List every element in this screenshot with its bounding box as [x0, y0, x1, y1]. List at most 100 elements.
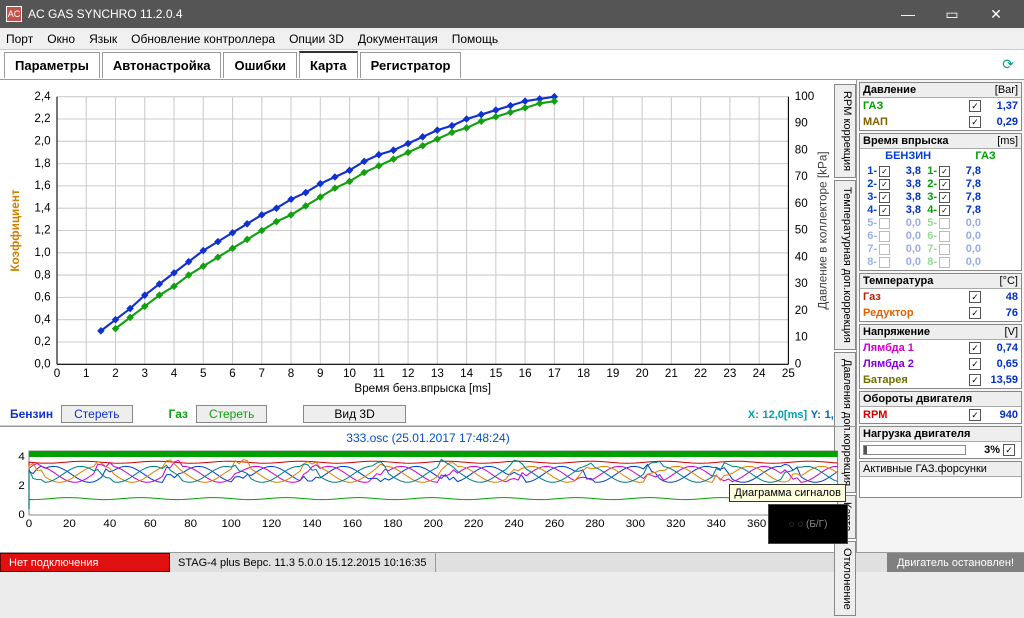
svg-text:2,0: 2,0: [34, 134, 51, 147]
svg-text:23: 23: [723, 367, 736, 380]
checkbox-Редуктор[interactable]: [969, 307, 981, 319]
tab-Ошибки[interactable]: Ошибки: [223, 52, 296, 78]
svg-text:24: 24: [753, 367, 766, 380]
svg-text:14: 14: [460, 367, 473, 380]
svg-text:2,2: 2,2: [34, 112, 50, 125]
svg-text:320: 320: [666, 518, 685, 530]
svg-text:20: 20: [795, 304, 808, 317]
svg-text:260: 260: [545, 518, 564, 530]
svg-text:1,0: 1,0: [34, 246, 51, 259]
svg-text:20: 20: [63, 518, 76, 530]
fuel-switch-button[interactable]: ◌ ◌ (Б/Г): [768, 504, 848, 544]
svg-text:340: 340: [707, 518, 726, 530]
svg-text:13: 13: [431, 367, 444, 380]
svg-text:50: 50: [795, 224, 808, 237]
checkbox-ГАЗ[interactable]: [969, 100, 981, 112]
tabbar: ПараметрыАвтонастройкаОшибкиКартаРегистр…: [0, 50, 1024, 80]
svg-text:360: 360: [747, 518, 766, 530]
svg-text:160: 160: [343, 518, 362, 530]
svg-text:20: 20: [636, 367, 649, 380]
checkbox-Батарея[interactable]: [969, 374, 981, 386]
menu-Опции 3D[interactable]: Опции 3D: [289, 32, 344, 46]
maximize-button[interactable]: ▭: [930, 0, 974, 28]
svg-text:10: 10: [795, 331, 808, 344]
vtab-RPM коррекция[interactable]: RPM коррекция: [834, 84, 856, 178]
osc-chart: 0204060801001201401601802002202402602803…: [8, 447, 848, 533]
refresh-icon[interactable]: ⟳: [1002, 56, 1014, 73]
svg-text:0: 0: [795, 357, 802, 370]
checkbox-Лямбда 2[interactable]: [969, 358, 981, 370]
checkbox-Лямбда 1[interactable]: [969, 342, 981, 354]
svg-text:240: 240: [504, 518, 523, 530]
svg-text:100: 100: [795, 90, 815, 103]
menu-Помощь[interactable]: Помощь: [452, 32, 498, 46]
svg-text:1,6: 1,6: [34, 179, 50, 192]
osc-title: 333.osc (25.01.2017 17:48:24): [8, 431, 848, 445]
checkbox-Газ[interactable]: [969, 291, 981, 303]
svg-text:4: 4: [18, 451, 24, 463]
svg-text:60: 60: [795, 197, 808, 210]
svg-text:25: 25: [782, 367, 795, 380]
statusbar: Нет подключения STAG-4 plus Верс. 11.3 5…: [0, 552, 1024, 572]
svg-text:18: 18: [577, 367, 590, 380]
svg-text:70: 70: [795, 170, 808, 183]
cursor-coords: X: 12,0[ms] Y: 1,55: [748, 406, 846, 421]
tab-Автонастройка[interactable]: Автонастройка: [102, 52, 222, 78]
svg-text:22: 22: [694, 367, 707, 380]
svg-text:Время бенз.впрыска [ms]: Время бенз.впрыска [ms]: [354, 382, 491, 395]
erase-gasoline-button[interactable]: Стереть: [61, 405, 132, 423]
tab-Регистратор[interactable]: Регистратор: [360, 52, 462, 78]
svg-text:200: 200: [424, 518, 443, 530]
svg-text:16: 16: [519, 367, 532, 380]
svg-text:11: 11: [373, 367, 385, 380]
svg-text:7: 7: [259, 367, 265, 380]
svg-text:30: 30: [795, 277, 808, 290]
menu-Окно[interactable]: Окно: [47, 32, 75, 46]
connection-status: Нет подключения: [0, 553, 170, 572]
svg-text:Давление в коллекторе [kPa]: Давление в коллекторе [kPa]: [817, 151, 830, 309]
svg-text:0: 0: [54, 367, 61, 380]
checkbox-RPM[interactable]: [969, 409, 981, 421]
svg-text:90: 90: [795, 117, 808, 130]
view-3d-button[interactable]: Вид 3D: [303, 405, 405, 423]
multiplier-chart: 0123456789101112131415161718192021222324…: [4, 86, 852, 396]
svg-text:2: 2: [18, 480, 24, 492]
svg-text:4: 4: [171, 367, 178, 380]
menu-Обновление контроллера[interactable]: Обновление контроллера: [131, 32, 275, 46]
minimize-button[interactable]: ―: [886, 0, 930, 28]
osc-tooltip: Диаграмма сигналов: [729, 484, 846, 502]
chart-area: 0123456789101112131415161718192021222324…: [0, 80, 856, 402]
tab-Карта[interactable]: Карта: [299, 51, 358, 78]
side-panel: Давление [Bar] ГАЗ 1,37 МАП 0,29 Время в…: [856, 80, 1024, 552]
svg-text:0,4: 0,4: [34, 313, 51, 326]
svg-text:15: 15: [489, 367, 502, 380]
svg-text:1,4: 1,4: [34, 201, 51, 214]
svg-text:60: 60: [144, 518, 157, 530]
svg-text:0,0: 0,0: [34, 357, 51, 370]
gas-label: Газ: [169, 407, 188, 421]
erase-gas-button[interactable]: Стереть: [196, 405, 267, 423]
titlebar: AC AC GAS SYNCHRO 11.2.0.4 ― ▭ ✕: [0, 0, 1024, 28]
svg-text:8: 8: [288, 367, 294, 380]
menu-Документация[interactable]: Документация: [358, 32, 438, 46]
svg-text:0: 0: [18, 509, 24, 521]
svg-text:0,2: 0,2: [34, 335, 50, 348]
svg-text:1,2: 1,2: [34, 224, 50, 237]
menu-Порт[interactable]: Порт: [6, 32, 33, 46]
svg-text:1: 1: [83, 367, 89, 380]
svg-text:80: 80: [795, 143, 808, 156]
gasoline-label: Бензин: [10, 407, 53, 421]
svg-text:40: 40: [103, 518, 116, 530]
svg-text:0,8: 0,8: [34, 268, 50, 281]
svg-text:0: 0: [26, 518, 32, 530]
svg-text:80: 80: [184, 518, 197, 530]
close-button[interactable]: ✕: [974, 0, 1018, 28]
svg-text:280: 280: [585, 518, 604, 530]
vtab-Температурная доп.коррекция[interactable]: Температурная доп.коррекция: [834, 180, 856, 350]
svg-text:19: 19: [606, 367, 619, 380]
svg-text:220: 220: [464, 518, 483, 530]
menu-Язык[interactable]: Язык: [89, 32, 117, 46]
tab-Параметры[interactable]: Параметры: [4, 52, 100, 78]
menubar: Порт Окно Язык Обновление контроллера Опции …: [0, 28, 1024, 50]
checkbox-МАП[interactable]: [969, 116, 981, 128]
